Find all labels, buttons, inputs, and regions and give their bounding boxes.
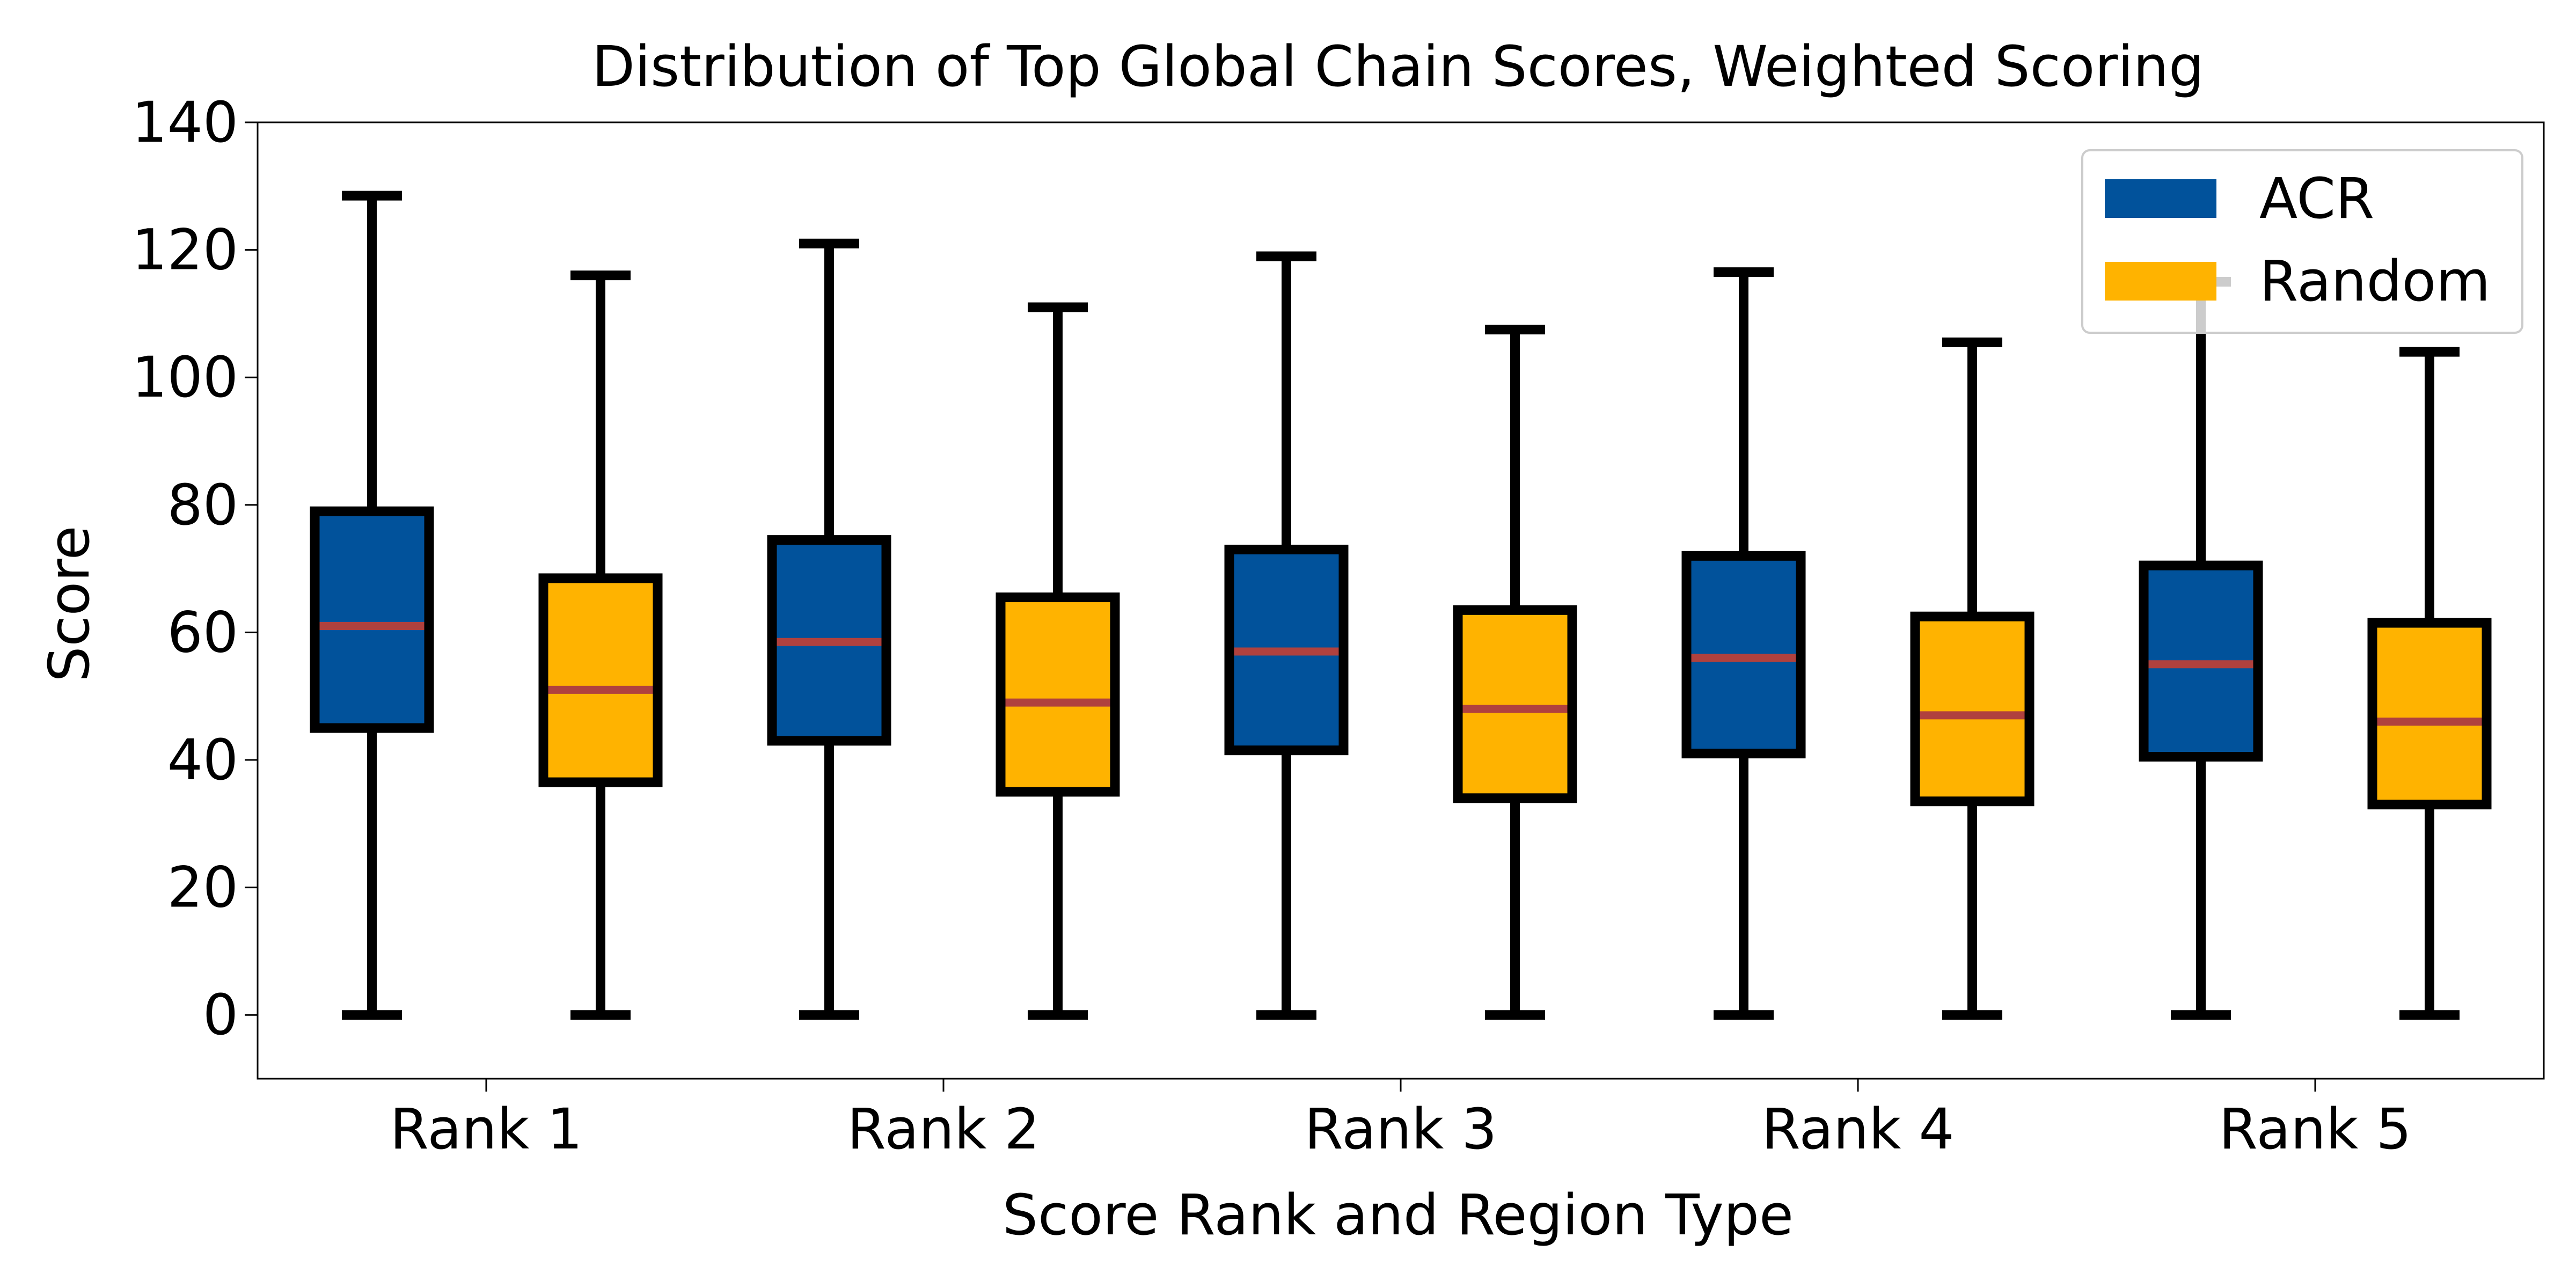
box-random-5: [2367, 347, 2492, 1020]
y-tick-label: 140: [131, 90, 238, 155]
box-acr-4: [1681, 267, 1806, 1020]
y-tick-label: 0: [203, 982, 238, 1048]
iqr-box: [1453, 605, 1577, 803]
x-axis-label: Score Rank and Region Type: [1002, 1182, 1794, 1248]
box-acr-2: [767, 238, 891, 1020]
legend: ACR Random: [2081, 149, 2523, 334]
box-acr-3: [1224, 251, 1349, 1020]
legend-swatch-random: [2105, 262, 2216, 301]
iqr-box: [996, 592, 1120, 797]
x-tick-label: Rank 4: [1761, 1096, 1954, 1162]
chart-title: Distribution of Top Global Chain Scores,…: [592, 34, 2204, 99]
x-tick-label: Rank 1: [390, 1096, 582, 1162]
legend-label-acr: ACR: [2259, 166, 2374, 231]
box-random-2: [996, 302, 1120, 1020]
y-tick-label: 120: [131, 217, 238, 283]
y-tick-label: 80: [167, 472, 238, 538]
x-axis: Rank 1 Rank 2 Rank 3 Rank 4 Rank 5: [390, 1079, 2412, 1162]
box-random-4: [1910, 337, 2035, 1020]
legend-label-random: Random: [2259, 248, 2491, 314]
y-tick-label: 100: [131, 345, 238, 410]
x-tick-label: Rank 5: [2219, 1096, 2411, 1162]
iqr-box: [2367, 618, 2492, 810]
box-acr-1: [310, 191, 434, 1020]
y-tick-label: 20: [167, 855, 238, 920]
y-axis: 0 20 40 60 80 100 120 140: [131, 90, 258, 1048]
box-groups: [310, 191, 2492, 1020]
iqr-box: [310, 506, 434, 733]
y-axis-label: Score: [36, 525, 102, 682]
iqr-box: [538, 573, 663, 787]
y-tick-label: 40: [167, 727, 238, 793]
iqr-box: [1910, 611, 2035, 807]
legend-swatch-acr: [2105, 179, 2216, 218]
box-random-3: [1453, 325, 1577, 1020]
box-acr-5: [2139, 277, 2263, 1020]
x-tick-label: Rank 2: [847, 1096, 1040, 1162]
box-random-1: [538, 270, 663, 1020]
y-tick-label: 60: [167, 599, 238, 665]
x-tick-label: Rank 3: [1304, 1096, 1497, 1162]
